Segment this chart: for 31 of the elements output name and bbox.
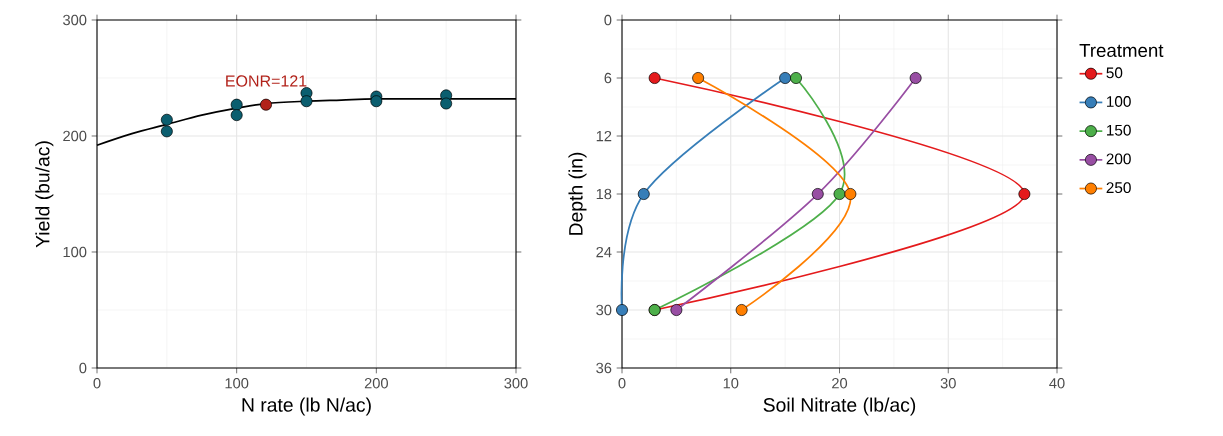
y-tick-label: 12 <box>596 130 612 142</box>
x-tick-label: 0 <box>618 378 626 389</box>
x-tick-label: 300 <box>504 378 528 389</box>
y-tick-label: 6 <box>604 72 612 84</box>
legend-label: 200 <box>1106 153 1131 165</box>
legend-label: 250 <box>1106 182 1131 194</box>
y-tick-label: 24 <box>596 246 612 258</box>
y-tick-label: 200 <box>63 130 87 142</box>
y-tick-label: 18 <box>596 188 612 200</box>
x-tick-label: 10 <box>723 378 739 389</box>
legend-title: Treatment <box>1079 44 1164 58</box>
y-axis-title: Depth (in) <box>568 152 587 235</box>
y-tick-label: 30 <box>596 304 612 316</box>
legend-label: 150 <box>1107 124 1131 136</box>
y-axis-title: Yield (bu/ac) <box>35 141 54 248</box>
y-tick-label: 300 <box>63 14 87 26</box>
y-tick-label: 100 <box>63 246 87 258</box>
x-tick-label: 200 <box>364 378 388 389</box>
x-tick-label: 40 <box>1049 378 1065 389</box>
x-tick-label: 100 <box>225 378 249 389</box>
y-tick-label: 0 <box>79 362 87 374</box>
x-tick-label: 20 <box>832 378 848 389</box>
annotation: EONR=121 <box>226 75 307 87</box>
y-tick-label: 36 <box>596 362 612 374</box>
y-tick-label: 0 <box>604 14 612 26</box>
x-tick-label: 0 <box>93 378 101 389</box>
x-axis-title: N rate (lb N/ac) <box>242 397 371 416</box>
x-tick-label: 30 <box>940 378 956 389</box>
legend-label: 100 <box>1107 96 1131 107</box>
legend-label: 50 <box>1106 67 1123 79</box>
x-axis-title: Soil Nitrate (lb/ac) <box>763 397 916 416</box>
